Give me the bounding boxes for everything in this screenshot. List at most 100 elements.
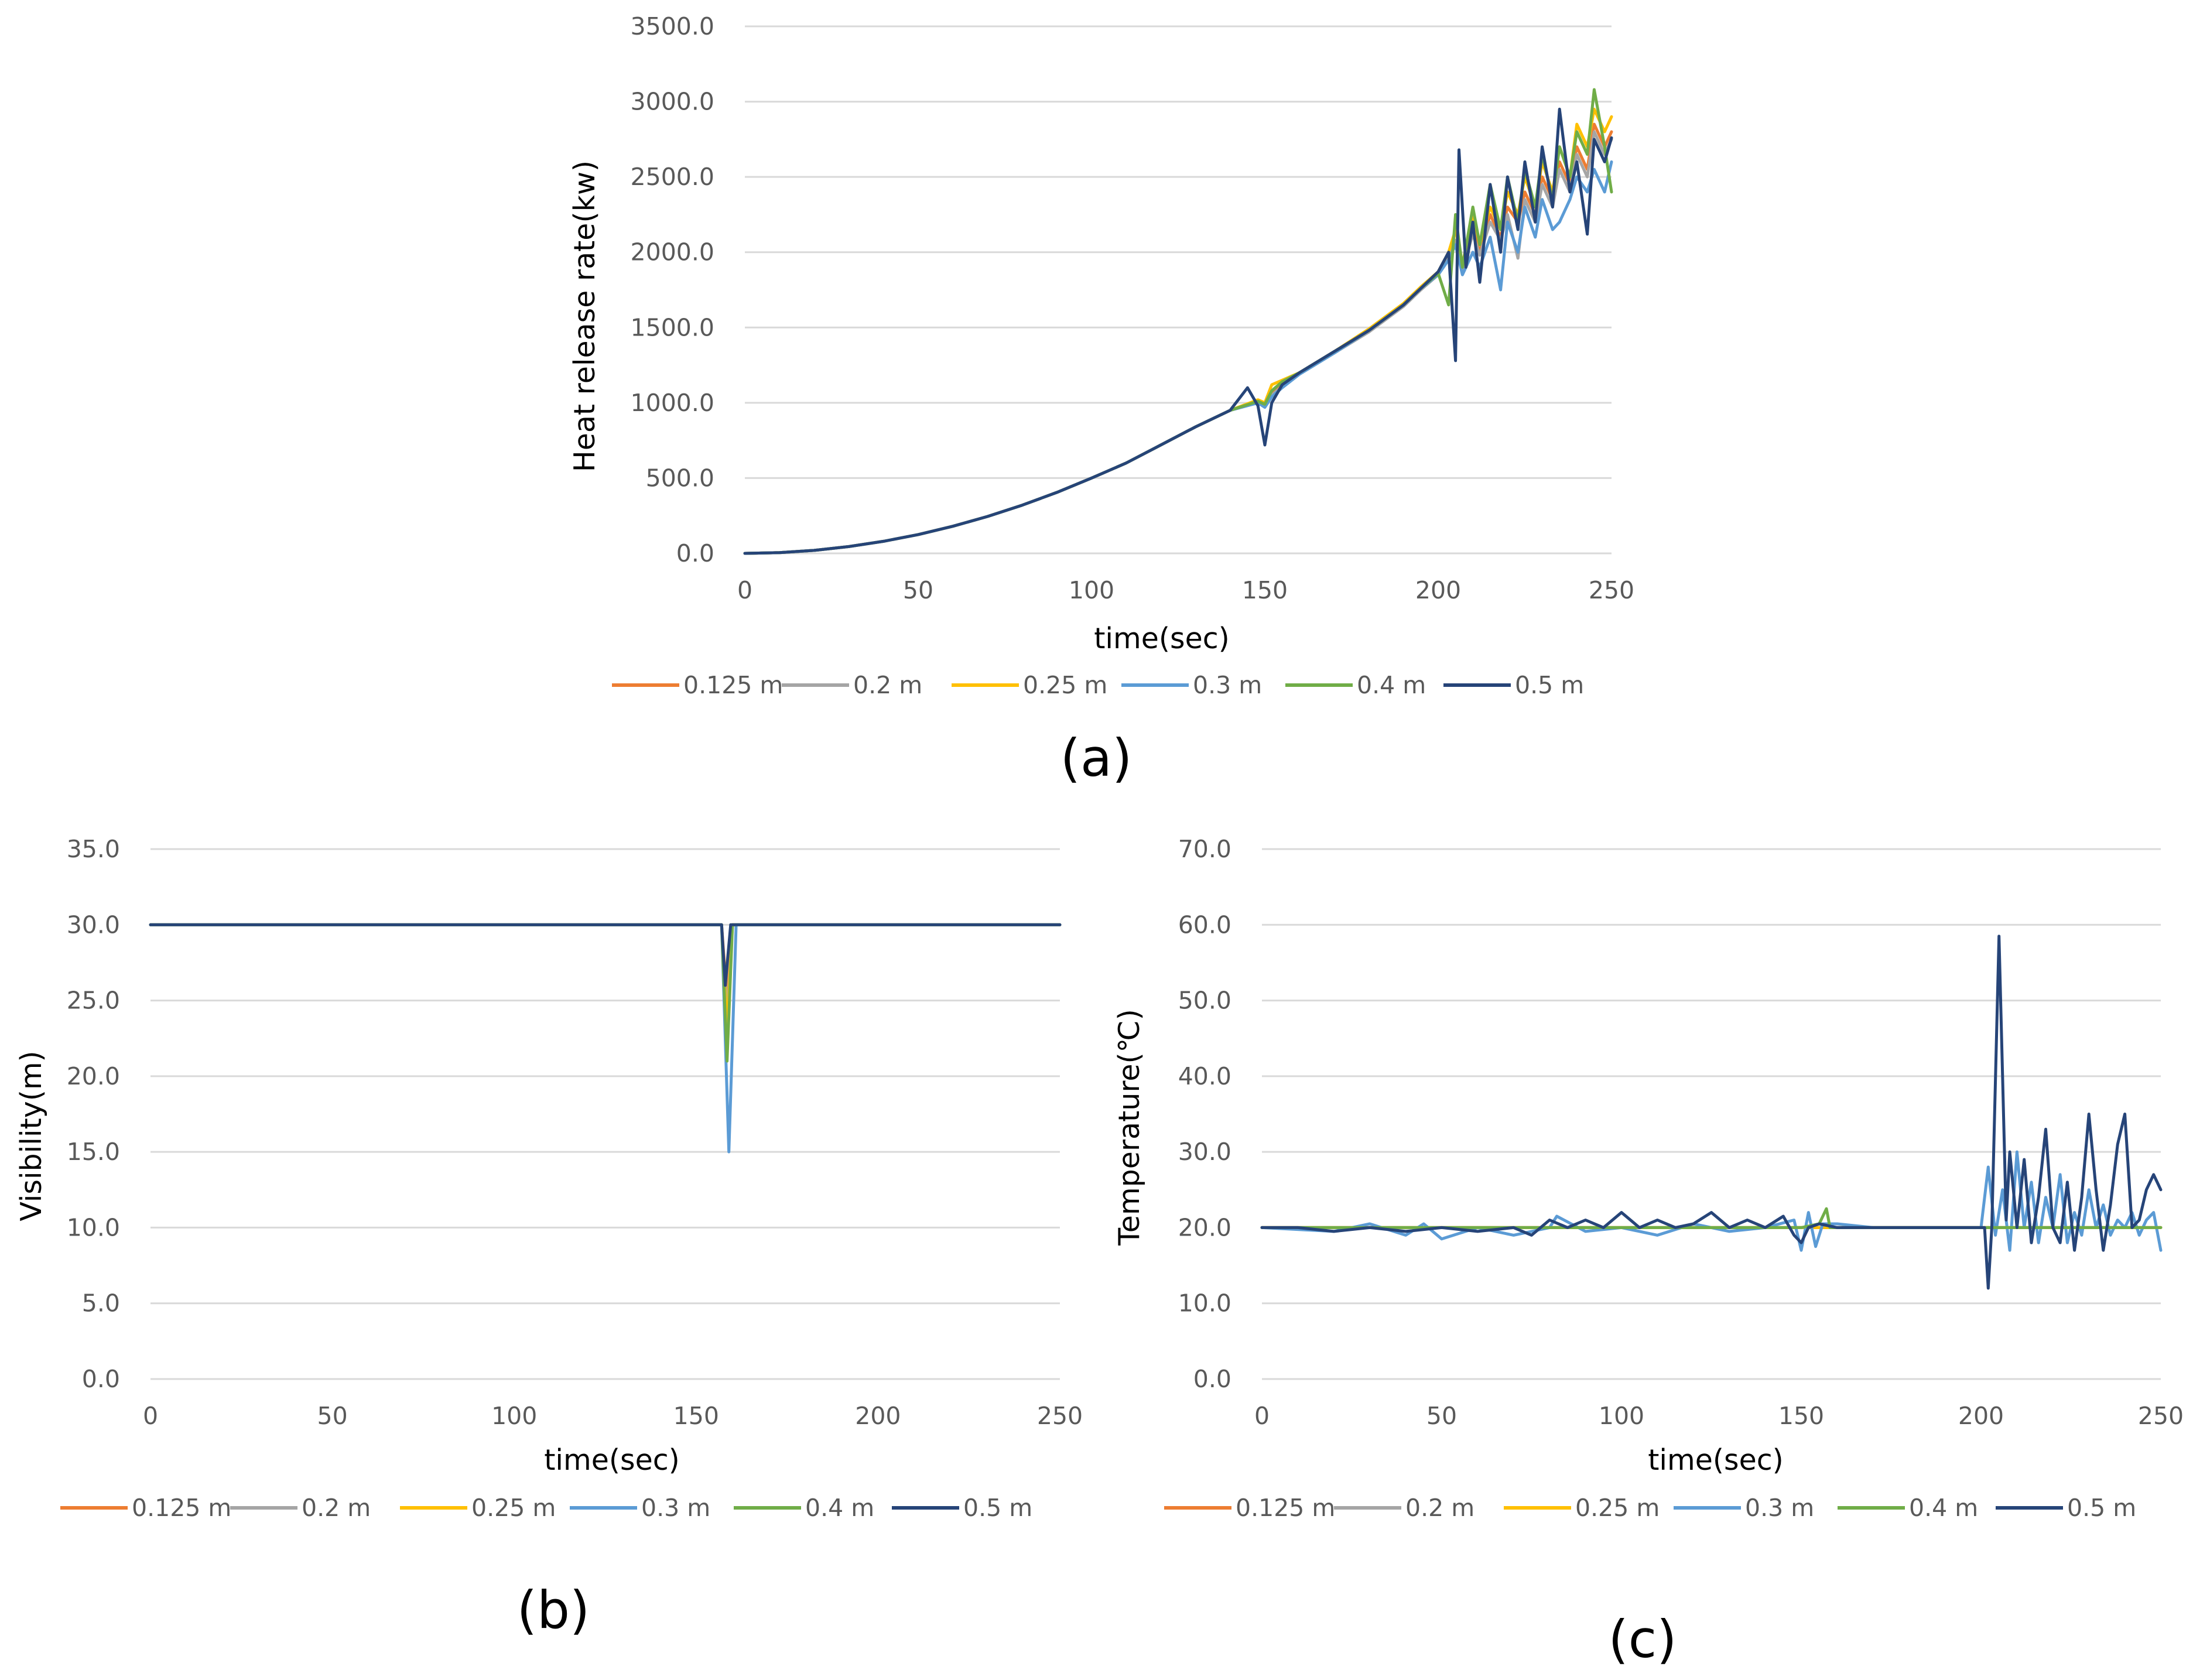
y-tick-label: 25.0 xyxy=(67,987,120,1015)
legend-item: 0.4 m xyxy=(1285,671,1426,699)
y-tick-label: 40.0 xyxy=(1178,1062,1231,1090)
legend-item: 0.5 m xyxy=(1996,1494,2136,1522)
chart-a-caption: (a) xyxy=(1060,728,1133,788)
x-tick-label: 150 xyxy=(673,1402,719,1430)
legend-label: 0.3 m xyxy=(1193,671,1262,699)
chart-c-x-tick-labels: 0 50 100 150 200 250 xyxy=(1254,1402,2184,1430)
legend-item: 0.2 m xyxy=(1334,1494,1474,1522)
chart-a-gridlines xyxy=(745,25,1612,555)
x-tick-label: 50 xyxy=(317,1402,348,1430)
legend-label: 0.125 m xyxy=(1236,1494,1335,1522)
chart-a-x-axis-title: time(sec) xyxy=(1094,622,1230,655)
series-line-0-5-m xyxy=(149,923,1062,987)
legend-label: 0.3 m xyxy=(641,1494,710,1522)
y-tick-label: 50.0 xyxy=(1178,987,1231,1015)
legend-item: 0.4 m xyxy=(734,1494,874,1522)
x-tick-label: 50 xyxy=(1426,1402,1457,1430)
legend-label: 0.25 m xyxy=(471,1494,556,1522)
chart-a-series-lines xyxy=(743,88,1613,555)
chart-c-x-axis-title: time(sec) xyxy=(1648,1443,1784,1477)
x-tick-label: 200 xyxy=(1415,576,1461,604)
legend-item: 0.3 m xyxy=(1674,1494,1814,1522)
chart-a-x-tick-labels: 0 50 100 150 200 250 xyxy=(737,576,1634,604)
legend-item: 0.125 m xyxy=(612,671,783,699)
x-tick-label: 100 xyxy=(491,1402,537,1430)
y-tick-label: 35.0 xyxy=(67,835,120,863)
y-tick-label: 1500.0 xyxy=(631,313,714,341)
y-tick-label: 1000.0 xyxy=(631,389,714,417)
series-line-0-5-m xyxy=(1260,935,2163,1290)
legend-item: 0.125 m xyxy=(1164,1494,1335,1522)
legend-label: 0.125 m xyxy=(132,1494,231,1522)
legend-item: 0.2 m xyxy=(230,1494,371,1522)
y-tick-label: 3500.0 xyxy=(631,12,714,40)
y-tick-label: 70.0 xyxy=(1178,835,1231,863)
y-tick-label: 20.0 xyxy=(1178,1213,1231,1241)
legend-label: 0.125 m xyxy=(683,671,783,699)
chart-c-legend: 0.125 m 0.2 m 0.25 m 0.3 m 0.4 m 0.5 m xyxy=(1164,1494,2136,1522)
legend-label: 0.5 m xyxy=(1515,671,1584,699)
y-tick-label: 2000.0 xyxy=(631,238,714,266)
x-tick-label: 150 xyxy=(1242,576,1288,604)
y-tick-label: 3000.0 xyxy=(631,88,714,116)
legend-item: 0.4 m xyxy=(1838,1494,1978,1522)
x-tick-label: 0 xyxy=(143,1402,158,1430)
x-tick-label: 0 xyxy=(737,576,752,604)
y-tick-label: 30.0 xyxy=(67,911,120,939)
legend-label: 0.5 m xyxy=(2067,1494,2136,1522)
chart-b-x-axis-title: time(sec) xyxy=(544,1443,680,1477)
y-tick-label: 15.0 xyxy=(67,1138,120,1166)
legend-label: 0.4 m xyxy=(805,1494,874,1522)
chart-b-x-tick-labels: 0 50 100 150 200 250 xyxy=(143,1402,1083,1430)
y-tick-label: 5.0 xyxy=(82,1289,120,1318)
legend-item: 0.25 m xyxy=(400,1494,556,1522)
y-tick-label: 10.0 xyxy=(1178,1289,1231,1318)
legend-item: 0.2 m xyxy=(782,671,922,699)
x-tick-label: 100 xyxy=(1069,576,1114,604)
legend-label: 0.4 m xyxy=(1357,671,1426,699)
x-tick-label: 50 xyxy=(903,576,933,604)
y-tick-label: 30.0 xyxy=(1178,1138,1231,1166)
chart-a-legend: 0.125 m 0.2 m 0.25 m 0.3 m 0.4 m 0.5 m xyxy=(612,671,1584,699)
chart-c: 0.0 10.0 20.0 30.0 40.0 50.0 60.0 70.0 0 50 100 15… xyxy=(1113,835,2184,1669)
y-tick-label: 0.0 xyxy=(676,539,714,567)
chart-b: 0.0 5.0 10.0 15.0 20.0 25.0 30.0 35.0 0 50 100 150… xyxy=(15,835,1083,1640)
legend-item: 0.25 m xyxy=(952,671,1107,699)
y-tick-label: 20.0 xyxy=(67,1062,120,1090)
chart-a-y-axis-title: Heat release rate(kw) xyxy=(568,160,601,472)
chart-a-y-tick-labels: 0.0 500.0 1000.0 1500.0 2000.0 2500.0 3000.0 35… xyxy=(631,12,714,567)
legend-label: 0.25 m xyxy=(1023,671,1107,699)
legend-label: 0.2 m xyxy=(1405,1494,1474,1522)
x-tick-label: 250 xyxy=(2138,1402,2184,1430)
x-tick-label: 200 xyxy=(855,1402,901,1430)
chart-c-series-lines xyxy=(1260,935,2163,1290)
legend-item: 0.3 m xyxy=(570,1494,710,1522)
legend-item: 0.125 m xyxy=(60,1494,231,1522)
series-line-0-5-m xyxy=(743,107,1613,555)
chart-b-y-tick-labels: 0.0 5.0 10.0 15.0 20.0 25.0 30.0 35.0 xyxy=(67,835,120,1393)
legend-item: 0.25 m xyxy=(1504,1494,1660,1522)
chart-b-caption: (b) xyxy=(517,1580,590,1640)
x-tick-label: 250 xyxy=(1037,1402,1083,1430)
chart-b-series-lines xyxy=(149,923,1062,1154)
legend-label: 0.2 m xyxy=(302,1494,371,1522)
x-tick-label: 150 xyxy=(1778,1402,1824,1430)
y-tick-label: 500.0 xyxy=(646,464,714,492)
chart-b-y-axis-title: Visibility(m) xyxy=(15,1051,48,1221)
y-tick-label: 10.0 xyxy=(67,1213,120,1241)
legend-item: 0.3 m xyxy=(1121,671,1262,699)
chart-c-y-tick-labels: 0.0 10.0 20.0 30.0 40.0 50.0 60.0 70.0 xyxy=(1178,835,1231,1393)
y-tick-label: 60.0 xyxy=(1178,911,1231,939)
legend-label: 0.3 m xyxy=(1745,1494,1814,1522)
legend-label: 0.5 m xyxy=(963,1494,1032,1522)
chart-b-legend: 0.125 m 0.2 m 0.25 m 0.3 m 0.4 m 0.5 m xyxy=(60,1494,1032,1522)
chart-c-y-axis-title: Temperature(℃) xyxy=(1113,1009,1146,1246)
y-tick-label: 0.0 xyxy=(1193,1365,1231,1393)
legend-label: 0.4 m xyxy=(1909,1494,1978,1522)
x-tick-label: 250 xyxy=(1589,576,1634,604)
chart-c-caption: (c) xyxy=(1608,1609,1677,1669)
x-tick-label: 200 xyxy=(1958,1402,2004,1430)
chart-a: 0.0 500.0 1000.0 1500.0 2000.0 2500.0 3000.0 35… xyxy=(568,12,1634,788)
legend-item: 0.5 m xyxy=(892,1494,1032,1522)
